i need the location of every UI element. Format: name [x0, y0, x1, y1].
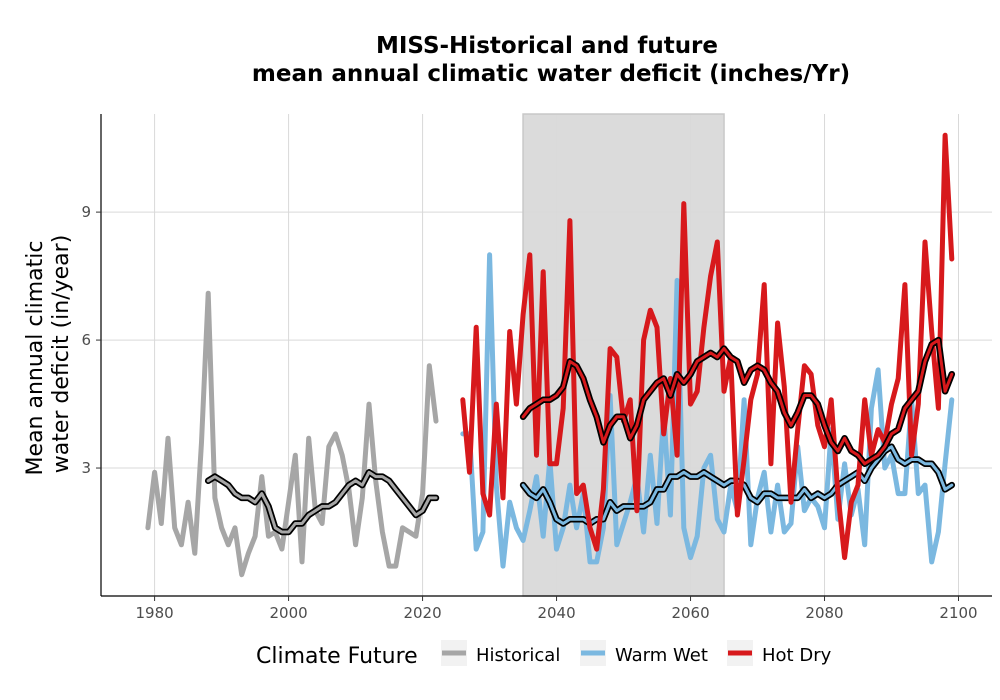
y-tick-label: 9 — [81, 203, 91, 221]
hot-dry-line — [460, 132, 955, 561]
x-axis-ticks: 1980 2000 2020 2040 2060 2080 2100 — [136, 596, 978, 622]
y-tick-label: 3 — [81, 459, 91, 477]
chart-title-line-1: MISS-Historical and future — [376, 33, 718, 59]
y-axis-title: Mean annual climatic water deficit (in/y… — [23, 235, 74, 476]
x-tick-label: 2080 — [805, 604, 843, 622]
y-tick-label: 6 — [81, 331, 91, 349]
hot-dry-smooth-line — [521, 338, 954, 466]
legend-label: Historical — [476, 645, 560, 666]
legend-item-warm-wet: Warm Wet — [580, 640, 708, 666]
legend-item-hot-dry: Hot Dry — [727, 640, 832, 666]
legend: Climate Future Historical Warm Wet Hot Dry — [256, 640, 832, 669]
historical-line — [145, 290, 439, 578]
y-axis-title-line-2: water deficit (in/year) — [49, 235, 74, 474]
legend-label: Warm Wet — [615, 645, 708, 666]
x-tick-label: 2060 — [671, 604, 709, 622]
legend-title: Climate Future — [256, 644, 418, 669]
y-axis-title-line-1: Mean annual climatic — [23, 241, 48, 476]
historical-smooth-line — [206, 470, 438, 534]
chart-title-line-2: mean annual climatic water deficit (inch… — [252, 61, 850, 87]
x-tick-label: 2100 — [939, 604, 977, 622]
x-tick-label: 1980 — [136, 604, 174, 622]
y-axis-ticks: 3 6 9 — [81, 203, 101, 477]
series-layer — [145, 132, 956, 578]
x-tick-label: 2000 — [269, 604, 307, 622]
legend-item-historical: Historical — [441, 640, 560, 666]
x-tick-label: 2040 — [537, 604, 575, 622]
x-tick-label: 2020 — [403, 604, 441, 622]
plot-panel — [101, 113, 992, 597]
legend-label: Hot Dry — [762, 645, 832, 666]
